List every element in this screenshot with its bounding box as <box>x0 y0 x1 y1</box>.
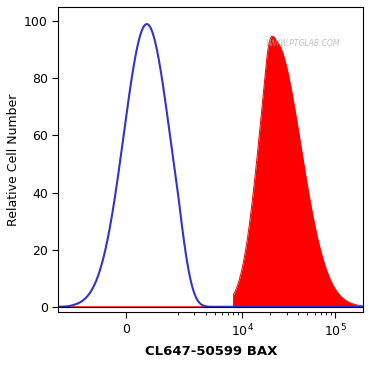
Text: WWW.PTGLAB.COM: WWW.PTGLAB.COM <box>266 39 340 48</box>
Y-axis label: Relative Cell Number: Relative Cell Number <box>7 93 20 226</box>
X-axis label: CL647-50599 BAX: CL647-50599 BAX <box>145 345 277 358</box>
